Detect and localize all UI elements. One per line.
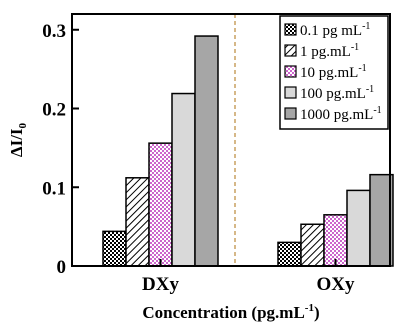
y-axis: 0 0.1 0.2 0.3 xyxy=(42,21,79,278)
legend-swatch xyxy=(284,23,297,36)
y-tick-label: 0.2 xyxy=(42,100,66,121)
y-tick-label: 0.3 xyxy=(42,21,66,42)
x-axis: DXy OXy xyxy=(142,259,355,295)
legend-entry-label: 0.1 pg mL-1 xyxy=(300,21,370,39)
bar-dxy-series-1 xyxy=(102,230,127,267)
legend-box xyxy=(279,15,389,130)
legend-entry-label: 10 pg.mL-1 xyxy=(300,63,367,81)
legend-entry-label: 1000 pg.mL-1 xyxy=(300,105,382,123)
legend-entry-label: 1 pg.mL-1 xyxy=(300,42,359,60)
bar-oxy-series-3 xyxy=(323,214,348,267)
plot-frame xyxy=(71,13,391,267)
legend-swatch xyxy=(284,44,297,57)
legend: 0.1 pg mL-1 1 pg.mL-1 10 pg.mL-1 100 pg.mL-… xyxy=(279,15,389,130)
y-axis-title: ΔI/I0 xyxy=(7,122,29,157)
y-tick-label: 0 xyxy=(57,257,67,278)
bar-dxy-series-2 xyxy=(125,177,150,267)
legend-swatch xyxy=(284,65,297,78)
x-category-label: OXy xyxy=(317,274,356,295)
bar-oxy-series-4 xyxy=(346,189,371,267)
bar-dxy-series-5 xyxy=(194,35,219,267)
bar-dxy-series-3 xyxy=(148,142,173,267)
bar-dxy-series-4 xyxy=(171,92,196,267)
bar-oxy-series-1 xyxy=(277,241,302,267)
bars xyxy=(102,35,394,267)
legend-swatch xyxy=(284,86,297,99)
bar-oxy-series-2 xyxy=(300,223,325,267)
legend-entry-label: 100 pg.mL-1 xyxy=(300,84,374,102)
legend-swatch xyxy=(284,107,297,120)
y-tick-label: 0.1 xyxy=(42,178,66,199)
x-category-label: DXy xyxy=(142,274,179,295)
x-axis-title: Concentration (pg.mL-1) xyxy=(142,302,319,322)
